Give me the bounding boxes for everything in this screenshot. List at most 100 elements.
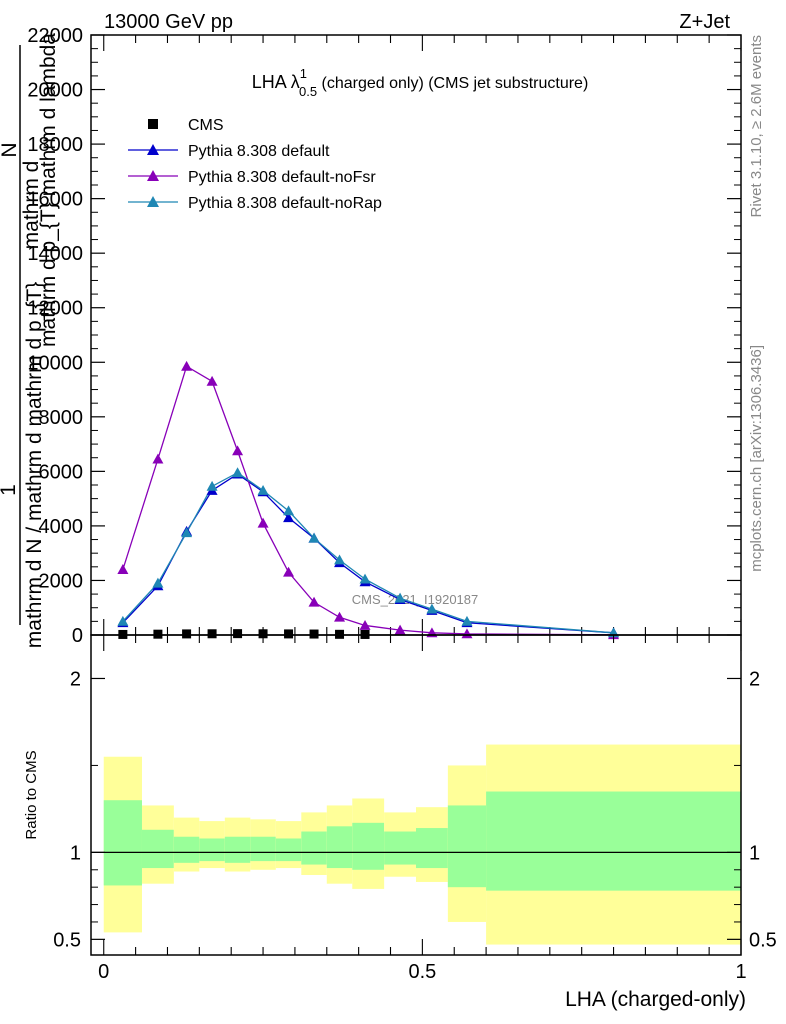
series-2-point	[461, 628, 473, 639]
series-3-point	[117, 615, 129, 626]
ratio-bands	[103, 744, 741, 945]
legend-marker	[147, 196, 159, 207]
green-uncertainty-bin	[326, 826, 353, 869]
series-1-point	[283, 512, 295, 523]
main-y-tick-label: 0	[72, 625, 83, 647]
green-uncertainty-bin	[275, 838, 302, 862]
series-2-point	[359, 619, 371, 630]
main-y-tick-label: 16000	[27, 189, 83, 211]
main-y-tick-label: 18000	[27, 134, 83, 156]
main-y-tick-label: 20000	[27, 80, 83, 102]
ratio-y-tick-label-right: 2	[749, 668, 760, 690]
main-y-tick-label: 2000	[39, 570, 84, 592]
green-uncertainty-bin	[250, 836, 276, 862]
main-y-tick-label: 8000	[39, 407, 84, 429]
series-2-point	[181, 360, 193, 371]
series-line-1	[122, 473, 614, 634]
ylabel-denominator: mathrm d p_{T} mathrm d lambda	[37, 33, 60, 347]
x-tick-label: 0.5	[408, 961, 436, 983]
ratio-y-tick-label: 2	[70, 668, 81, 690]
green-uncertainty-bin	[384, 831, 416, 865]
series-3-point	[359, 573, 371, 584]
series-2-point	[308, 596, 320, 607]
legend-marker	[147, 144, 159, 155]
series-3-point	[461, 615, 473, 626]
cms-data-point	[233, 629, 243, 639]
main-y-tick-label: 22000	[27, 25, 83, 47]
green-uncertainty-bin	[141, 829, 174, 869]
ylabel-ratio-1: 1	[0, 484, 20, 496]
main-y-tick-label: 6000	[39, 461, 84, 483]
x-tick-label: 1	[735, 961, 746, 983]
series-2-point	[334, 611, 346, 622]
analysis-watermark: CMS_2021_I1920187	[352, 592, 479, 607]
legend-label: Pythia 8.308 default-noFsr	[188, 169, 376, 186]
ratio-frame	[90, 634, 742, 956]
ylabel-ratio-2: mathrm d N / mathrm d mathrm d p_{T}	[23, 282, 46, 648]
plot-title-rest: (charged only) (CMS jet substructure)	[317, 75, 588, 92]
series-3-point	[232, 467, 244, 478]
green-uncertainty-bin	[199, 838, 225, 862]
main-y-tick-label: 4000	[39, 516, 84, 538]
green-uncertainty-bin	[224, 836, 251, 863]
plot-title-subscript: 0.5	[299, 84, 317, 99]
series-3-point	[394, 592, 406, 603]
series-2-point	[232, 445, 244, 456]
header-right: Z+Jet	[679, 11, 730, 33]
cms-data-point	[258, 629, 268, 639]
cms-data-point	[182, 629, 192, 639]
series-3-point	[152, 577, 164, 588]
ratio-y-axis: 0.5 0.5 1 1 2 2	[53, 668, 777, 951]
x-axis-label: LHA (charged-only)	[565, 988, 746, 1011]
ratio-y-tick-label: 0.5	[53, 929, 81, 951]
ratio-y-tick-label-right: 0.5	[749, 929, 777, 951]
series-2-point	[283, 566, 295, 577]
plot-title-main: LHA λ	[252, 72, 300, 92]
series-2-point	[257, 517, 269, 528]
series-3-point	[206, 480, 218, 491]
cms-data-point	[284, 629, 294, 639]
ratio-panel: 0.5 0.51 12 2 0 0.5 1 Ratio to CMS LHA (charg…	[23, 634, 777, 1011]
main-panel: 0 2000 4000 6000 8000 10000 12000 14000 16000 180…	[27, 25, 742, 647]
series-2-point	[394, 624, 406, 635]
series-3-point	[308, 532, 320, 543]
series-3-point	[283, 505, 295, 516]
green-uncertainty-bin	[103, 800, 142, 886]
cms-data-point	[153, 629, 163, 639]
legend: CMS Pythia 8.308 default Pythia 8.308 defa…	[128, 117, 382, 212]
main-ylabel: mathrm d N mathrm d p_{T} mathrm d lambd…	[0, 33, 60, 649]
cms-data-point	[207, 629, 217, 639]
plot-title-superscript: 1	[300, 66, 307, 81]
ratio-ylabel: Ratio to CMS	[23, 750, 40, 839]
green-uncertainty-bin	[173, 836, 200, 863]
header-left: 13000 GeV pp	[104, 11, 233, 33]
green-uncertainty-bin	[486, 791, 741, 891]
main-y-tick-label: 12000	[27, 298, 83, 320]
ratio-y-tick-label-right: 1	[749, 842, 760, 864]
series-3-point	[334, 554, 346, 565]
series-2-point	[117, 564, 129, 574]
mcplots-label: mcplots.cern.ch [arXiv:1306.3436]	[748, 345, 765, 572]
legend-label: Pythia 8.308 default	[188, 143, 330, 160]
series-line-3	[122, 471, 614, 634]
legend-label: Pythia 8.308 default-noRap	[188, 195, 382, 212]
main-y-tick-label: 14000	[27, 243, 83, 265]
legend-marker-cms	[148, 119, 158, 129]
plot-title: LHA λ1 0.5 (charged only) (CMS jet substr…	[252, 66, 589, 99]
ylabel-numerator-1: mathrm d	[20, 161, 43, 250]
green-uncertainty-bin	[352, 822, 385, 870]
green-uncertainty-bin	[416, 828, 448, 869]
series-3-point	[181, 527, 193, 538]
legend-marker	[147, 170, 159, 181]
series-3-point	[426, 603, 438, 614]
legend-label: CMS	[188, 117, 224, 134]
cms-data-point	[309, 629, 319, 639]
main-y-tick-label: 10000	[27, 352, 83, 374]
series-2-point	[206, 375, 218, 386]
series-2-point	[152, 453, 164, 464]
ratio-y-tick-label: 1	[70, 842, 81, 864]
green-uncertainty-bin	[447, 805, 487, 888]
x-tick-label: 0	[98, 961, 109, 983]
green-uncertainty-bin	[301, 831, 327, 865]
